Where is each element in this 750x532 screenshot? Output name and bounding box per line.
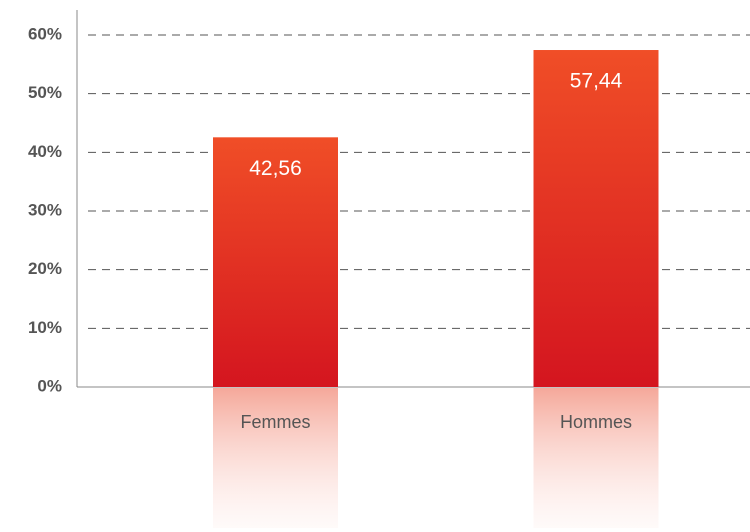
y-tick-label: 50% — [28, 83, 62, 102]
bar — [213, 137, 338, 387]
y-tick-label: 40% — [28, 142, 62, 161]
y-tick-label: 0% — [37, 376, 62, 395]
y-tick-label: 20% — [28, 259, 62, 278]
y-tick-label: 10% — [28, 318, 62, 337]
x-tick-label: Femmes — [240, 412, 310, 432]
bar-reflection — [213, 388, 338, 528]
x-tick-label: Hommes — [560, 412, 632, 432]
value-label: 42,56 — [249, 157, 302, 180]
value-label: 57,44 — [570, 70, 623, 93]
y-tick-label: 60% — [28, 24, 62, 43]
bar — [533, 50, 659, 387]
bar-reflection — [533, 388, 659, 528]
y-tick-label: 30% — [28, 200, 62, 219]
